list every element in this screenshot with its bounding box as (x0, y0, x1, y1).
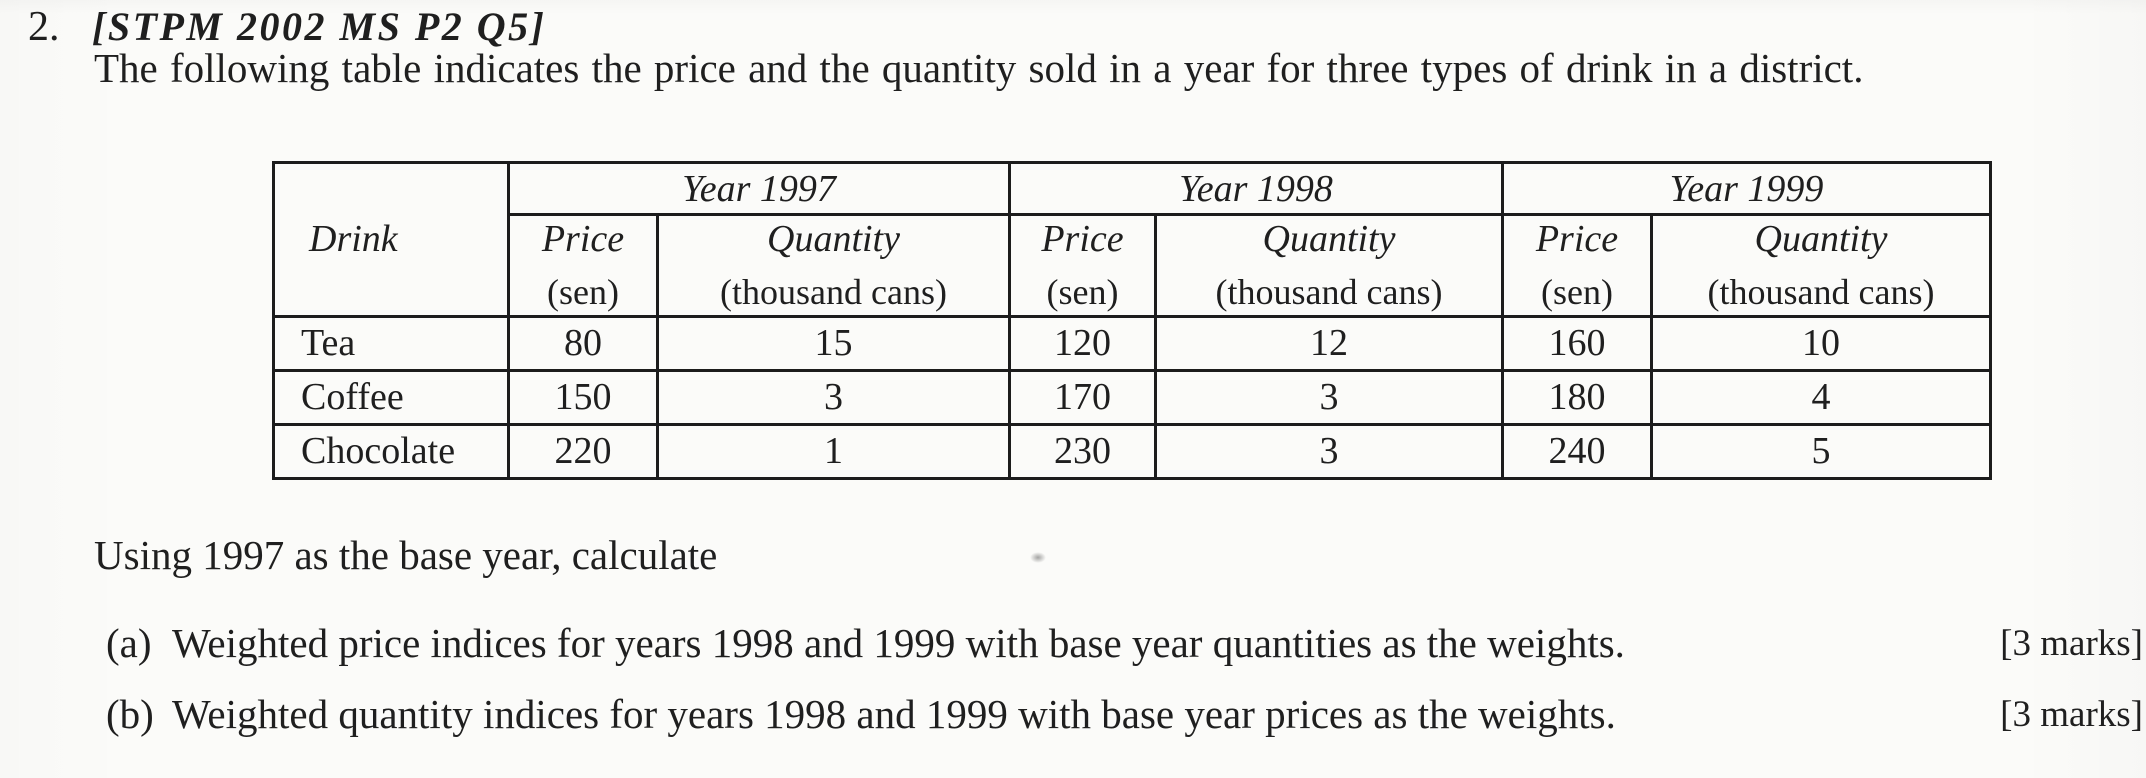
quantity-unit: (thousand cans) (1215, 271, 1443, 312)
price-label: Price (1535, 218, 1619, 260)
price-unit: (sen) (547, 271, 619, 312)
value-cell: 220 (507, 422, 659, 480)
part-a-label: (a) (106, 620, 152, 666)
value-cell: 10 (1650, 314, 1992, 372)
part-a-marks: [3 marks] (2000, 623, 2143, 664)
year-1998-header: Year 1998 (1008, 161, 1504, 216)
drink-name-cell: Chocolate (272, 422, 510, 480)
question-source-tag: [STPM 2002 MS P2 Q5] (92, 4, 547, 49)
value-cell: 80 (507, 314, 659, 372)
value-cell: 15 (656, 314, 1011, 372)
part-a-text: Weighted price indices for years 1998 an… (172, 620, 1625, 666)
question-intro-text: The following table indicates the price … (94, 45, 1864, 91)
drink-name-cell: Tea (272, 314, 510, 372)
value-cell: 180 (1501, 368, 1653, 426)
drink-column-header: Drink (272, 161, 510, 318)
price-label: Price (1041, 218, 1124, 260)
price-header-1997: Price (sen) (507, 213, 659, 318)
part-b-marks: [3 marks] (2000, 694, 2143, 735)
value-cell: 230 (1008, 422, 1157, 480)
price-unit: (sen) (1541, 271, 1613, 312)
value-cell: 3 (1154, 422, 1504, 480)
year-1997-header: Year 1997 (507, 161, 1011, 216)
value-cell: 120 (1008, 314, 1157, 372)
part-b-label: (b) (106, 691, 154, 737)
price-header-1999: Price (sen) (1501, 213, 1653, 318)
table-row-chocolate: Chocolate 220 1 230 3 240 5 (272, 422, 1992, 480)
question-number: 2. (28, 4, 60, 50)
price-unit: (sen) (1046, 271, 1119, 312)
quantity-header-1997: Quantity (thousand cans) (656, 213, 1011, 318)
value-cell: 1 (656, 422, 1011, 480)
quantity-label: Quantity (767, 218, 900, 260)
value-cell: 5 (1650, 422, 1992, 480)
part-b-text: Weighted quantity indices for years 1998… (172, 691, 1616, 737)
quantity-header-1999: Quantity (thousand cans) (1650, 213, 1992, 318)
quantity-label: Quantity (1754, 218, 1888, 260)
value-cell: 3 (656, 368, 1011, 426)
table-year-header-row: Drink Year 1997 Year 1998 Year 1999 (272, 161, 1992, 318)
quantity-unit: (thousand cans) (1707, 271, 1935, 312)
drink-name-cell: Coffee (272, 368, 510, 426)
quantity-header-1998: Quantity (thousand cans) (1154, 213, 1504, 318)
price-label: Price (541, 218, 625, 260)
table-row-tea: Tea 80 15 120 12 160 10 (272, 314, 1992, 372)
year-1999-header: Year 1999 (1501, 161, 1992, 216)
value-cell: 160 (1501, 314, 1653, 372)
price-header-1998: Price (sen) (1008, 213, 1157, 318)
table-subheader-row: Price (sen) Quantity (thousand cans) Pri… (274, 213, 1992, 318)
instruction-text: Using 1997 as the base year, calculate (94, 532, 718, 578)
value-cell: 12 (1154, 314, 1504, 372)
quantity-label: Quantity (1262, 218, 1396, 260)
value-cell: 240 (1501, 422, 1653, 480)
price-quantity-table: Drink Year 1997 Year 1998 Year 1999 Pric… (272, 161, 1992, 480)
quantity-unit: (thousand cans) (720, 271, 947, 312)
value-cell: 4 (1650, 368, 1992, 426)
table-row-coffee: Coffee 150 3 170 3 180 4 (272, 368, 1992, 426)
value-cell: 170 (1008, 368, 1157, 426)
value-cell: 3 (1154, 368, 1504, 426)
scan-speck-artifact (1030, 552, 1046, 563)
value-cell: 150 (507, 368, 659, 426)
